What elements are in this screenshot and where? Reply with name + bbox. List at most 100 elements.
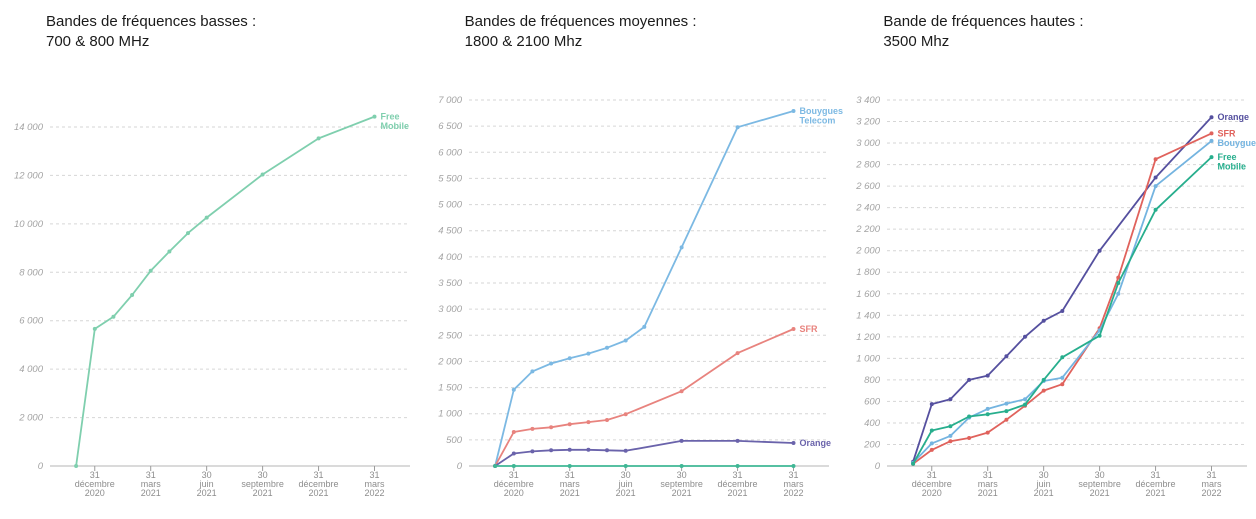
x-tick-label-day: 31 (983, 470, 993, 480)
x-tick-label-day: 31 (508, 470, 518, 480)
data-point-marker (1004, 354, 1009, 359)
x-tick-label-day: 31 (146, 470, 156, 480)
x-tick-label-day: 30 (1095, 470, 1105, 480)
y-tick-label: 1 800 (857, 267, 881, 278)
x-tick-label-month: décembre (299, 479, 339, 489)
series-line (75, 115, 376, 467)
data-point-marker (530, 426, 535, 431)
x-tick-label-year: 2021 (727, 488, 747, 498)
x-tick-label-year: 2021 (309, 488, 329, 498)
data-point-marker (586, 420, 591, 425)
y-tick-label: 7 000 (438, 95, 462, 106)
data-point-marker (641, 324, 646, 329)
series-end-label: Orange (799, 438, 831, 448)
data-point-marker (1042, 377, 1047, 382)
data-point-marker (1023, 334, 1028, 339)
data-point-marker (679, 245, 684, 250)
data-point-marker (930, 402, 935, 407)
chart-title-high-bands: Bande de fréquences hautes : 3500 Mhz (883, 12, 1083, 52)
y-tick-label: 12 000 (14, 170, 44, 181)
chart-title-mid-bands: Bandes de fréquences moyennes : 1800 & 2… (465, 12, 697, 52)
chart-panel-high-bands: Bande de fréquences hautes : 3500 Mhz 0 2… (837, 0, 1256, 519)
chart-panel-low-bands: Bandes de fréquences basses : 700 & 800 … (0, 0, 419, 519)
x-tick-label-month: mars (365, 479, 385, 489)
data-point-marker (911, 461, 916, 466)
y-tick-label: 200 (863, 439, 881, 450)
x-tick-label-day: 31 (1151, 470, 1161, 480)
y-tick-label: 2 000 (437, 356, 462, 367)
y-tick-label: 0 (38, 461, 44, 472)
data-point-marker (1097, 248, 1102, 253)
data-point-marker (1209, 155, 1214, 160)
series-line (493, 328, 795, 467)
series-end-label: Bouygues (1218, 138, 1256, 148)
data-point-marker (492, 464, 497, 468)
y-tick-label: 500 (446, 435, 463, 446)
y-tick-label: 2 500 (437, 330, 462, 341)
x-axis: 31décembre202031mars202130juin202130sept… (75, 466, 385, 498)
data-point-marker (1042, 318, 1047, 323)
data-point-marker (735, 438, 740, 443)
y-tick-label: 5 500 (438, 173, 462, 184)
data-point-marker (623, 464, 628, 468)
x-tick-label-year: 2020 (85, 488, 105, 498)
x-tick-label-month: décembre (912, 479, 952, 489)
data-point-marker (1060, 355, 1065, 360)
series-orange (911, 115, 1214, 464)
y-tick-label: 1 400 (857, 310, 881, 321)
data-point-marker (1023, 397, 1028, 402)
data-point-marker (930, 447, 935, 452)
x-tick-label-month: décembre (75, 479, 115, 489)
series-end-label: Free (381, 112, 400, 122)
data-point-marker (1004, 417, 1009, 422)
x-tick-label-month: mars (141, 479, 161, 489)
data-point-marker (791, 109, 796, 113)
chart-title-line1: Bandes de fréquences moyennes : (464, 13, 697, 30)
x-tick-label-month: décembre (493, 479, 533, 489)
data-point-marker (735, 125, 740, 130)
data-point-marker (530, 369, 535, 374)
y-tick-label: 4 000 (19, 364, 43, 375)
y-tick-label: 6 500 (438, 121, 462, 132)
data-point-marker (1042, 388, 1047, 393)
chart-title-line2: 3500 Mhz (883, 32, 950, 50)
data-point-marker (167, 249, 172, 254)
data-point-marker (1153, 157, 1158, 162)
data-point-marker (511, 430, 516, 434)
x-tick-label-day: 31 (788, 470, 798, 480)
series-end-label: SFR (1218, 128, 1237, 138)
y-gridlines (50, 126, 410, 467)
series-bouygues-telecom (911, 138, 1214, 465)
x-tick-label-year: 2021 (559, 488, 579, 498)
data-point-marker (548, 425, 553, 430)
data-point-marker (511, 464, 516, 468)
x-tick-label-day: 30 (676, 470, 686, 480)
y-tick-label: 6 000 (19, 316, 43, 327)
y-tick-label: 2 000 (856, 246, 881, 257)
y-tick-label: 6 000 (438, 147, 462, 158)
data-point-marker (130, 293, 135, 297)
x-tick-label-year: 2021 (615, 488, 635, 498)
data-point-marker (372, 114, 377, 119)
data-point-marker (679, 464, 684, 468)
y-tick-label: 2 400 (856, 203, 881, 214)
data-point-marker (530, 449, 535, 454)
data-point-marker (735, 464, 740, 468)
series-end-label: Mobile (1218, 162, 1247, 172)
x-tick-label-year: 2021 (978, 488, 998, 498)
data-point-marker (986, 430, 991, 435)
y-tick-label: 1 600 (857, 289, 881, 300)
x-tick-label-day: 30 (258, 470, 268, 480)
x-tick-label-month: juin (199, 479, 214, 489)
x-tick-label-year: 2020 (503, 488, 523, 498)
series-free-mobile (74, 114, 377, 468)
data-point-marker (148, 268, 153, 273)
y-gridlines (887, 99, 1248, 467)
series-end-label: Free (1218, 152, 1237, 162)
data-point-marker (986, 412, 991, 417)
data-point-marker (791, 441, 796, 445)
data-point-marker (948, 433, 953, 438)
data-point-marker (679, 438, 684, 443)
data-point-marker (511, 387, 516, 392)
